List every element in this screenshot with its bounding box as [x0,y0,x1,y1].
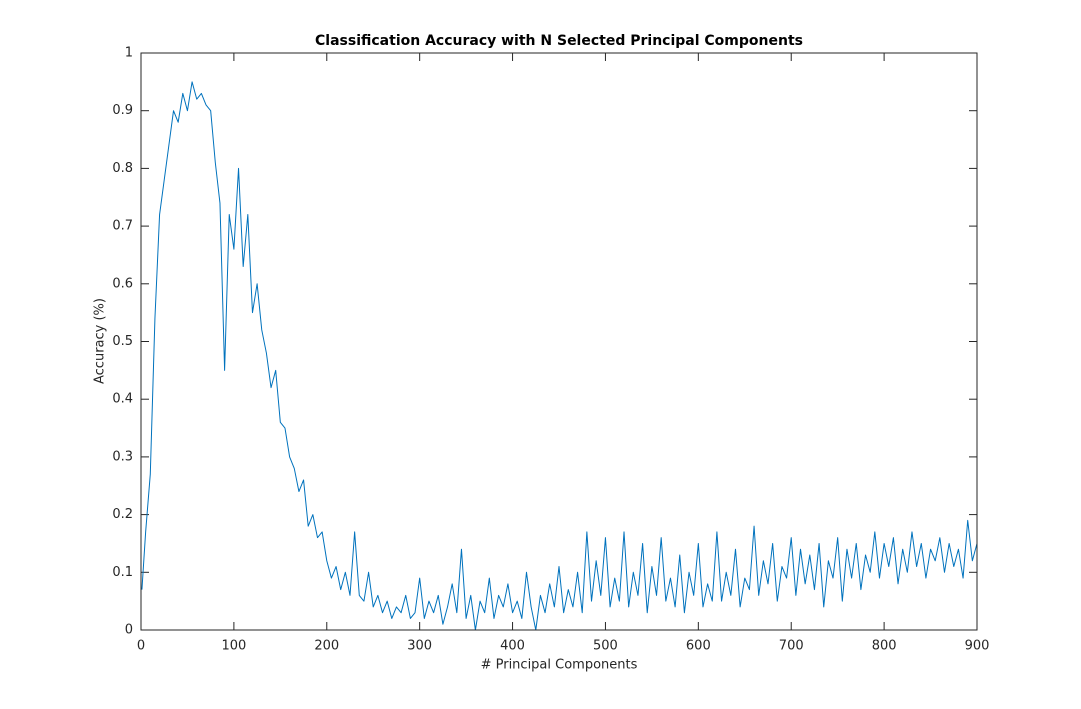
data-line [141,81,978,631]
x-tick-label: 0 [137,639,145,654]
y-tick-label: 0.6 [112,276,133,291]
chart-title: Classification Accuracy with N Selected … [315,33,803,49]
x-tick-label: 200 [314,639,339,654]
y-tick-label: 0.4 [112,392,133,407]
x-tick-label: 400 [500,639,525,654]
x-tick-label: 100 [221,639,246,654]
x-tick-label: 900 [965,639,990,654]
x-tick-label: 800 [872,639,897,654]
y-axis-label: Accuracy (%) [93,298,108,384]
axes-box [140,52,978,631]
y-tick-label: 0.8 [112,161,133,176]
y-tick-label: 0.5 [112,334,133,349]
y-tick-label: 0.1 [112,565,133,580]
x-axis-label: # Principal Components [481,658,638,673]
y-tick-label: 0 [125,623,133,638]
y-tick-label: 0.7 [112,219,133,234]
x-tick-label: 600 [686,639,711,654]
y-tick-label: 0.2 [112,507,133,522]
x-tick-label: 300 [407,639,432,654]
y-tick-label: 0.9 [112,103,133,118]
y-tick-label: 0.3 [112,449,133,464]
x-tick-label: 700 [779,639,804,654]
x-tick-label: 500 [593,639,618,654]
y-tick-label: 1 [125,46,133,61]
